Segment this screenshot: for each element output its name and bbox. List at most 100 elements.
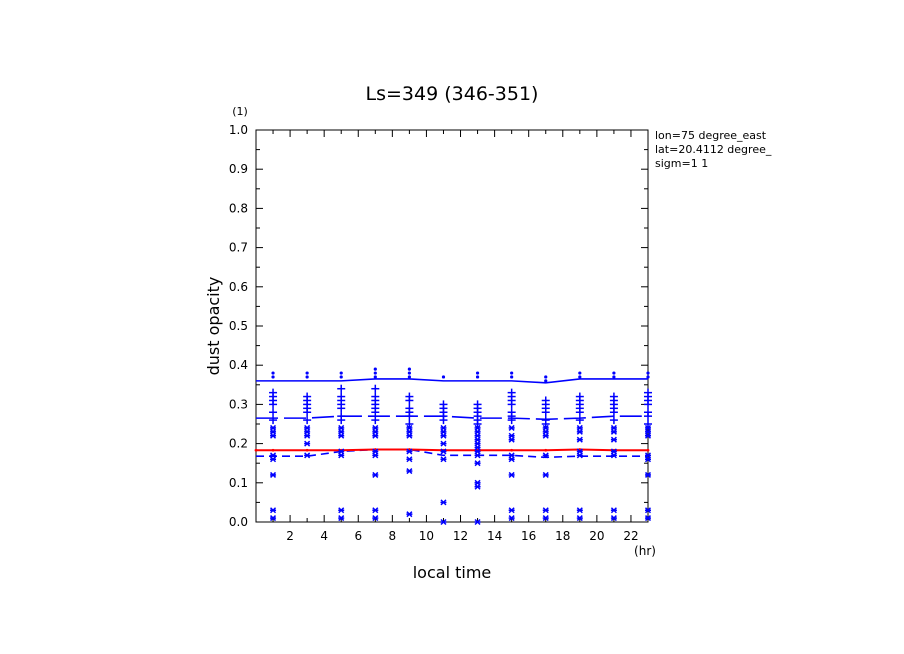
dot-marker bbox=[544, 375, 548, 379]
series-point bbox=[254, 448, 258, 452]
y-tick-label: 0.0 bbox=[229, 515, 248, 529]
plus-marker bbox=[371, 384, 380, 393]
star-marker bbox=[508, 471, 515, 478]
chart-title: Ls=349 (346-351) bbox=[366, 83, 539, 105]
star-marker bbox=[270, 515, 277, 522]
y-tick-label: 0.5 bbox=[229, 319, 248, 333]
dot-marker bbox=[407, 367, 411, 371]
series-line-4 bbox=[256, 448, 648, 452]
x-tick-label: 6 bbox=[354, 529, 362, 543]
scatter-layer bbox=[269, 367, 652, 526]
series-line-3 bbox=[256, 448, 648, 459]
star-marker bbox=[644, 471, 652, 478]
plus-marker bbox=[575, 392, 584, 401]
dot-marker bbox=[510, 375, 514, 379]
plus-marker bbox=[541, 416, 550, 425]
plus-marker bbox=[644, 388, 652, 397]
y-tick-label: 0.3 bbox=[229, 397, 248, 411]
star-marker bbox=[508, 515, 515, 522]
star-marker bbox=[338, 448, 345, 455]
star-marker bbox=[372, 471, 379, 478]
dot-marker bbox=[441, 375, 446, 379]
x-tick-label: 16 bbox=[521, 529, 536, 543]
dot-marker bbox=[475, 375, 480, 379]
star-marker bbox=[338, 424, 345, 431]
y-tick-label: 1.0 bbox=[229, 123, 248, 137]
star-marker bbox=[406, 468, 413, 475]
star-marker bbox=[576, 515, 583, 522]
star-marker bbox=[610, 515, 617, 522]
star-marker bbox=[440, 424, 447, 431]
dot-marker bbox=[646, 375, 650, 379]
star-marker bbox=[372, 448, 379, 455]
dot-marker bbox=[407, 371, 411, 375]
x-tick-label: 2 bbox=[286, 529, 294, 543]
plus-marker bbox=[303, 392, 312, 401]
star-marker bbox=[644, 515, 652, 522]
dot-marker bbox=[544, 379, 548, 383]
star-marker bbox=[610, 448, 617, 455]
star-marker bbox=[440, 440, 447, 447]
plus-marker bbox=[269, 408, 278, 417]
y-tick-label: 0.9 bbox=[229, 162, 248, 176]
series-layer bbox=[254, 378, 650, 459]
plus-marker bbox=[609, 416, 618, 425]
star-marker bbox=[542, 507, 549, 514]
star-marker bbox=[474, 479, 481, 486]
dot-marker bbox=[578, 375, 582, 379]
star-marker bbox=[270, 424, 277, 431]
x-tick-label: 22 bbox=[623, 529, 638, 543]
star-marker bbox=[542, 452, 549, 459]
series-point bbox=[646, 448, 650, 452]
star-marker bbox=[304, 440, 311, 447]
plus-marker bbox=[609, 392, 618, 401]
star-marker bbox=[440, 456, 447, 463]
star-marker bbox=[610, 436, 617, 443]
plus-marker bbox=[405, 420, 414, 428]
series-line-2 bbox=[256, 415, 648, 421]
star-marker bbox=[508, 432, 515, 439]
annotation-sigm: sigm=1 1 bbox=[655, 157, 708, 170]
star-marker bbox=[576, 436, 583, 443]
star-marker bbox=[440, 518, 447, 526]
dot-marker bbox=[646, 371, 650, 375]
x-tick-label: 12 bbox=[453, 529, 468, 543]
star-marker bbox=[508, 424, 515, 431]
star-marker bbox=[406, 511, 413, 518]
plus-marker bbox=[269, 416, 278, 425]
plus-marker bbox=[439, 400, 448, 409]
dot-marker bbox=[305, 375, 309, 379]
plus-marker bbox=[405, 404, 414, 413]
star-marker bbox=[270, 507, 277, 514]
star-marker bbox=[474, 460, 481, 467]
star-marker bbox=[372, 515, 379, 522]
dot-marker bbox=[305, 371, 309, 375]
x-tick-label: 18 bbox=[555, 529, 570, 543]
star-marker bbox=[474, 518, 481, 526]
y-tick-label: 0.6 bbox=[229, 280, 248, 294]
star-marker bbox=[406, 456, 413, 463]
y-tick-label: 0.2 bbox=[229, 437, 248, 451]
x-axis-label: local time bbox=[413, 563, 492, 582]
star-marker bbox=[270, 471, 277, 478]
plus-marker bbox=[337, 392, 346, 401]
y-tick-label: 0.1 bbox=[229, 476, 248, 490]
dot-marker bbox=[339, 371, 343, 375]
star-marker bbox=[508, 452, 515, 459]
axis-ticks: 0.0 0.1 0.2 0.3 0.4 0.5 0.6 0.7 0.8 0.9 1.0 2 4 6 8 10 1… bbox=[229, 123, 649, 543]
dot-marker bbox=[612, 371, 616, 375]
star-marker bbox=[304, 424, 311, 431]
plus-marker bbox=[507, 388, 516, 397]
plus-marker bbox=[541, 396, 550, 405]
star-marker bbox=[576, 448, 583, 455]
y-tick-label: 0.7 bbox=[229, 241, 248, 255]
plus-marker bbox=[303, 416, 312, 425]
annotation-lat: lat=20.4112 degree_ bbox=[655, 143, 772, 156]
dot-marker bbox=[339, 375, 343, 379]
x-tick-label: 10 bbox=[419, 529, 434, 543]
x-tick-label: 14 bbox=[487, 529, 502, 543]
dot-marker bbox=[475, 371, 480, 375]
dot-marker bbox=[373, 371, 377, 375]
dot-marker bbox=[407, 375, 411, 379]
